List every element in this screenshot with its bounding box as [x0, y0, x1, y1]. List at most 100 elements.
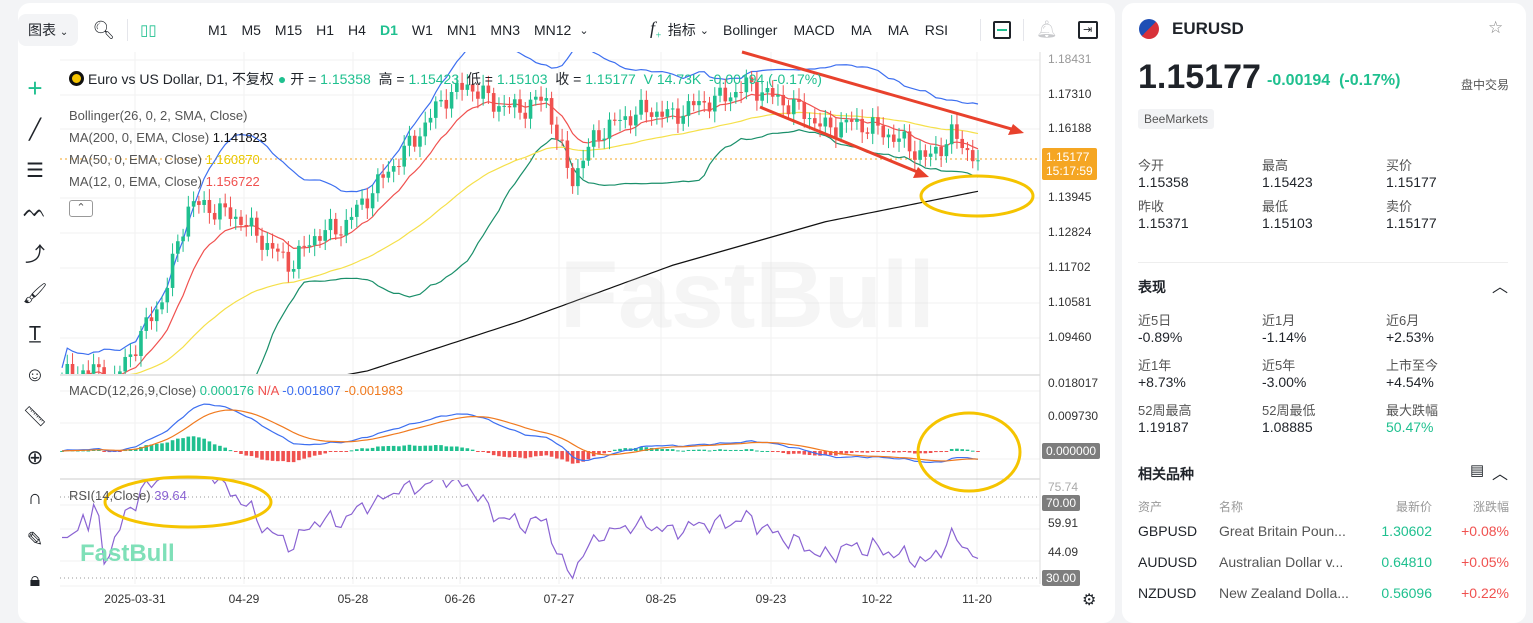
macd-histogram-bar [612, 449, 617, 451]
stat-value: 1.15371 [1138, 215, 1189, 231]
chart-menu-button[interactable]: 图表 ⌄ [18, 14, 79, 46]
highlight-ellipse[interactable] [919, 174, 1035, 218]
timeframe-mn12[interactable]: MN12 [533, 22, 572, 38]
candle [307, 245, 312, 247]
broker-badge[interactable]: BeeMarkets [1138, 109, 1215, 129]
indicator-icon[interactable]: f+ [650, 18, 662, 42]
macd-histogram-bar [502, 451, 507, 457]
collapse-chevron-icon[interactable]: ︿ [1492, 466, 1509, 483]
stat-label: 近5年 [1262, 358, 1296, 373]
candle [660, 111, 664, 117]
timeframe-m5[interactable]: M5 [241, 22, 261, 38]
ma50-legend[interactable]: MA(50, 0, EMA, Close) 1.160870 [69, 152, 260, 167]
asset-name: Great Britain Poun... [1219, 523, 1346, 539]
collapse-panel-icon[interactable]: ⇥ [1077, 21, 1098, 39]
brush-icon[interactable]: 🖌︎ [22, 283, 48, 305]
indicator-bollinger[interactable]: Bollinger [722, 22, 778, 38]
indicator-ma[interactable]: MA [850, 22, 872, 38]
indicator-macd[interactable]: MACD [793, 22, 835, 38]
arrow-tool-icon[interactable]: ⤴ [25, 244, 45, 266]
candle [323, 230, 328, 241]
macd-histogram-bar [765, 450, 770, 452]
timeframe-mn3[interactable]: MN3 [490, 22, 520, 38]
candlestick-icon[interactable]: ▯▯ [140, 22, 157, 39]
candle [223, 203, 227, 208]
candle [839, 122, 843, 138]
candle [476, 91, 480, 99]
lock-icon[interactable]: 🔒︎ [29, 569, 41, 591]
asset-price: 0.56096 [1381, 585, 1432, 601]
macd-legend[interactable]: MACD(12,26,9,Close) 0.000176 N/A -0.0018… [69, 383, 403, 398]
timeframe-d1[interactable]: D1 [379, 22, 398, 38]
candle [944, 144, 949, 157]
trend-arrow[interactable] [759, 105, 921, 175]
fib-lines-icon[interactable]: ☰ [26, 160, 44, 182]
emoji-icon[interactable]: ☺ [24, 364, 46, 386]
column-header: 涨跌幅 [1472, 500, 1509, 514]
highlight-ellipse[interactable] [916, 411, 1022, 493]
candle [455, 82, 459, 93]
highlight-ellipse[interactable] [103, 475, 273, 529]
macd-axis-label: 0.018017 [1048, 376, 1099, 390]
macd-histogram-bar [254, 451, 259, 458]
macd-histogram-bar [212, 444, 217, 451]
favorite-star-icon[interactable]: ☆ [1488, 18, 1504, 37]
collapse-legend-button[interactable]: ⌃ [69, 200, 93, 217]
list-icon[interactable]: ▤ [1470, 462, 1485, 479]
indicator-ma[interactable]: MA [887, 22, 909, 38]
asset-price: 1.30602 [1381, 523, 1432, 539]
candle [481, 85, 485, 99]
timeframe-mn1[interactable]: MN1 [446, 22, 477, 38]
macd-histogram-bar [976, 451, 980, 452]
collapse-chevron-icon[interactable]: ︿ [1492, 279, 1509, 296]
timeframe-m15[interactable]: M15 [274, 22, 303, 38]
search-icon[interactable]: 🔍︎ [92, 19, 116, 40]
pattern-icon[interactable]: ᨓ [23, 200, 47, 222]
alert-bell-icon[interactable]: 🔔︎ [1036, 20, 1058, 39]
rsi-legend[interactable]: RSI(14,Close) 39.64 [69, 488, 187, 503]
timeframe-w1[interactable]: W1 [411, 22, 433, 38]
bollinger-legend[interactable]: Bollinger(26, 0, 2, SMA, Close) [69, 108, 248, 123]
text-tool-icon[interactable]: T̲ [28, 323, 42, 345]
macd-histogram-bar [323, 451, 328, 454]
macd-histogram-bar [333, 451, 338, 452]
macd-histogram-bar [786, 451, 791, 455]
macd-histogram-bar [760, 450, 764, 452]
layout-icon[interactable] [993, 21, 1011, 39]
lock-drawing-icon[interactable]: ✎ [26, 529, 44, 551]
trend-line-icon[interactable]: ╱ [28, 119, 42, 141]
candle [233, 216, 238, 219]
macd-histogram-bar [691, 449, 696, 451]
timeframe-h4[interactable]: H4 [348, 22, 366, 38]
macd-histogram-bar [791, 451, 796, 454]
macd-histogram-bar [928, 451, 933, 454]
ruler-icon[interactable]: 📏︎ [22, 406, 48, 428]
timeframe-m1[interactable]: M1 [208, 22, 228, 38]
crosshair-icon[interactable]: + [27, 73, 43, 103]
indicators-button[interactable]: 指标 [667, 22, 696, 38]
trend-arrow[interactable] [741, 50, 1016, 132]
macd-histogram-bar [807, 451, 812, 456]
candle [407, 135, 412, 146]
macd-histogram-bar [176, 438, 180, 451]
chevron-down-icon[interactable]: ⌄ [579, 24, 589, 37]
candle [623, 116, 628, 120]
ma200-legend[interactable]: MA(200, 0, EMA, Close) 1.141823 [69, 130, 268, 145]
macd-histogram-bar [302, 451, 306, 459]
zoom-in-icon[interactable]: ⊕ [26, 447, 44, 469]
macd-histogram-bar [497, 451, 501, 457]
macd-histogram-bar [876, 451, 880, 452]
indicator-rsi[interactable]: RSI [924, 22, 949, 38]
macd-histogram-bar [533, 451, 538, 457]
settings-gear-icon[interactable]: ⚙ [1082, 592, 1097, 609]
candle [149, 317, 154, 322]
column-header: 名称 [1219, 500, 1244, 514]
candle [702, 101, 707, 103]
price-axis-label: 1.12824 [1048, 225, 1092, 239]
ma12-legend[interactable]: MA(12, 0, EMA, Close) 1.156722 [69, 174, 260, 189]
annotations[interactable] [103, 50, 1035, 529]
stat-item: 近1月 -1.14% [1262, 310, 1386, 345]
timeframe-h1[interactable]: H1 [316, 22, 335, 38]
magnet-icon[interactable]: ∩ [27, 487, 43, 509]
